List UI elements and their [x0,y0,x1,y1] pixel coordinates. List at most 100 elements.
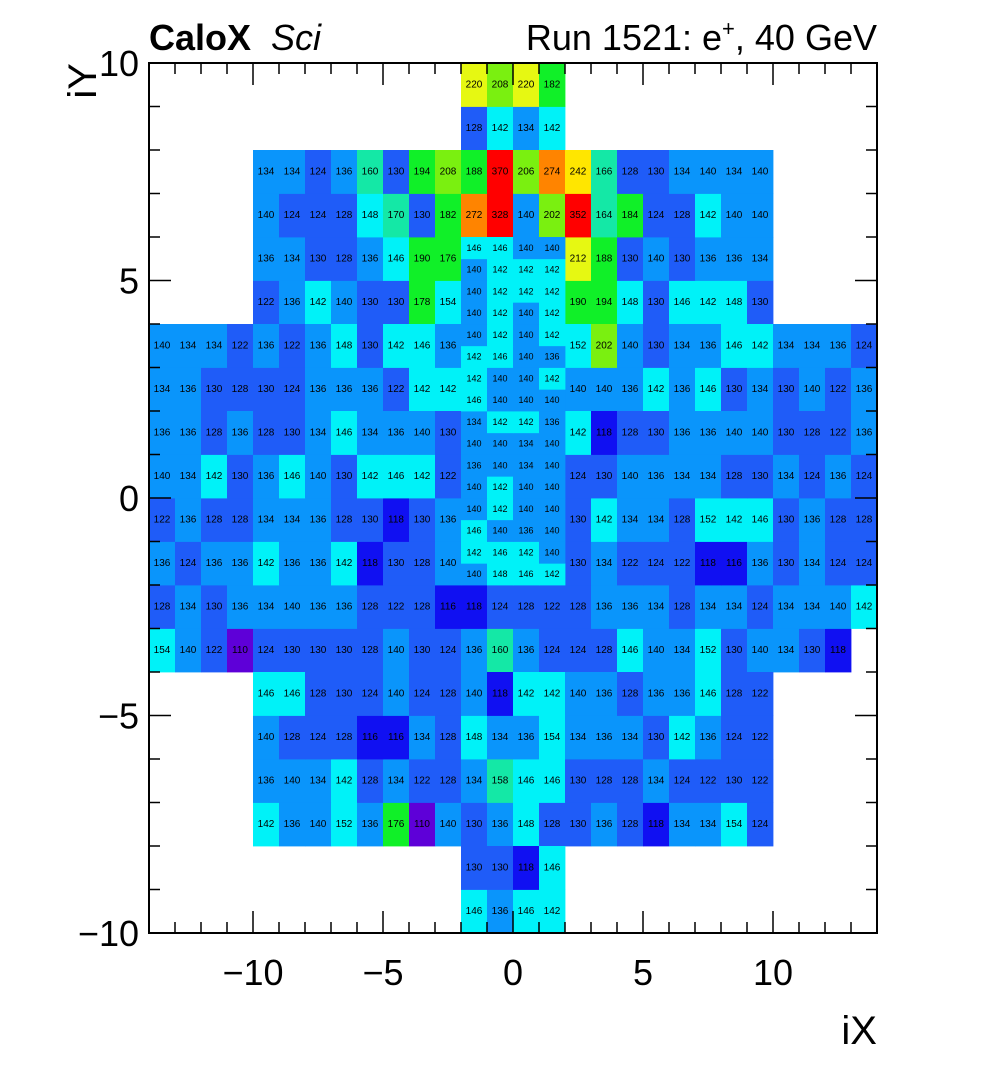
heatmap-cell [409,454,436,499]
heatmap-cell [253,454,280,499]
heatmap-cell [513,302,540,325]
heatmap-cell [565,585,592,629]
cell-value-label: 118 [518,862,534,873]
heatmap-cell [539,759,566,803]
heatmap-cell [565,324,592,368]
heatmap-cell [383,324,410,368]
heatmap-cell [669,628,696,673]
cell-value-label: 142 [518,547,533,557]
heatmap-cell [617,672,644,716]
heatmap-cell [201,628,228,673]
heatmap-cell [773,498,800,542]
heatmap-cell [747,367,774,412]
cell-value-label: 124 [856,558,873,569]
cell-value-label: 140 [466,308,481,318]
cell-value-label: 124 [752,819,769,830]
heatmap-cell [539,498,566,521]
heatmap-cell [695,541,722,586]
cell-value-label: 128 [622,166,639,177]
cell-value-label: 146 [700,384,717,395]
cell-value-label: 134 [258,601,275,612]
cell-value-label: 142 [700,210,717,221]
cell-value-label: 146 [492,243,507,253]
cell-value-label: 128 [622,427,639,438]
cell-value-label: 118 [388,514,404,525]
heatmap-cell [201,541,228,586]
heatmap-cell [617,150,644,194]
heatmap-cell [149,324,176,368]
cell-value-label: 136 [596,688,613,699]
cell-value-label: 140 [570,688,587,699]
heatmap-cell [721,150,748,194]
cell-value-label: 152 [700,645,717,656]
heatmap-cell [721,759,748,803]
heatmap-cell [175,411,202,455]
heatmap-cell [539,106,566,151]
heatmap-cell [461,563,488,586]
heatmap-cell [279,454,306,499]
heatmap-cell [513,150,540,194]
cell-value-label: 142 [518,417,533,427]
cell-value-label: 134 [180,601,197,612]
cell-value-label: 140 [440,558,457,569]
cell-value-label: 130 [648,297,665,308]
cell-value-label: 128 [830,514,847,525]
heatmap-cell [617,541,644,586]
heatmap-cell [227,454,254,499]
heatmap-cell [253,628,280,673]
cell-value-label: 208 [440,166,457,177]
cell-value-label: 142 [570,427,587,438]
heatmap-cell [721,324,748,368]
heatmap-cell [513,237,540,260]
cell-value-label: 134 [310,427,327,438]
cell-value-label: 124 [310,210,327,221]
heatmap-cell [669,280,696,325]
cell-value-label: 142 [726,514,743,525]
cell-value-label: 136 [492,819,509,830]
cell-value-label: 130 [726,775,743,786]
cell-value-label: 142 [362,471,379,482]
heatmap-cell [409,367,436,412]
cell-value-label: 140 [466,286,481,296]
cell-value-label: 124 [648,210,665,221]
cell-value-label: 142 [466,547,481,557]
heatmap-cell [721,541,748,586]
heatmap-cell [617,498,644,542]
heatmap-cell [175,628,202,673]
cell-value-label: 142 [856,601,873,612]
cell-value-label: 190 [414,253,431,264]
heatmap-cell [331,411,358,455]
heatmap-cell [513,846,540,890]
heatmap-cell [591,280,618,325]
heatmap-cell [747,324,774,368]
cell-value-label: 160 [492,645,509,656]
cell-value-label: 128 [206,427,223,438]
cell-value-label: 140 [544,547,559,557]
heatmap-cell [825,498,852,542]
cell-value-label: 154 [726,819,743,830]
heatmap-cell [279,367,306,412]
heatmap-cell [279,498,306,542]
cell-value-label: 166 [596,166,613,177]
heatmap-cell [747,628,774,673]
cell-value-label: 130 [362,340,379,351]
heatmap-cell [565,498,592,542]
heatmap-cell [513,889,540,934]
cell-value-label: 130 [336,688,353,699]
heatmap-cell [305,280,332,325]
heatmap-cell [487,454,514,477]
heatmap-cell [539,367,566,390]
cell-value-label: 136 [258,471,275,482]
heatmap-cell [461,759,488,803]
heatmap-cell [383,628,410,673]
cell-value-label: 122 [284,340,301,351]
cell-value-label: 140 [648,253,665,264]
cell-value-label: 134 [674,645,691,656]
cell-value-label: 134 [674,340,691,351]
cell-value-label: 136 [674,384,691,395]
heatmap-cell [383,454,410,499]
heatmap-cell [799,454,826,499]
heatmap-cell [539,454,566,477]
cell-value-label: 136 [700,340,717,351]
heatmap-cell [383,367,410,412]
